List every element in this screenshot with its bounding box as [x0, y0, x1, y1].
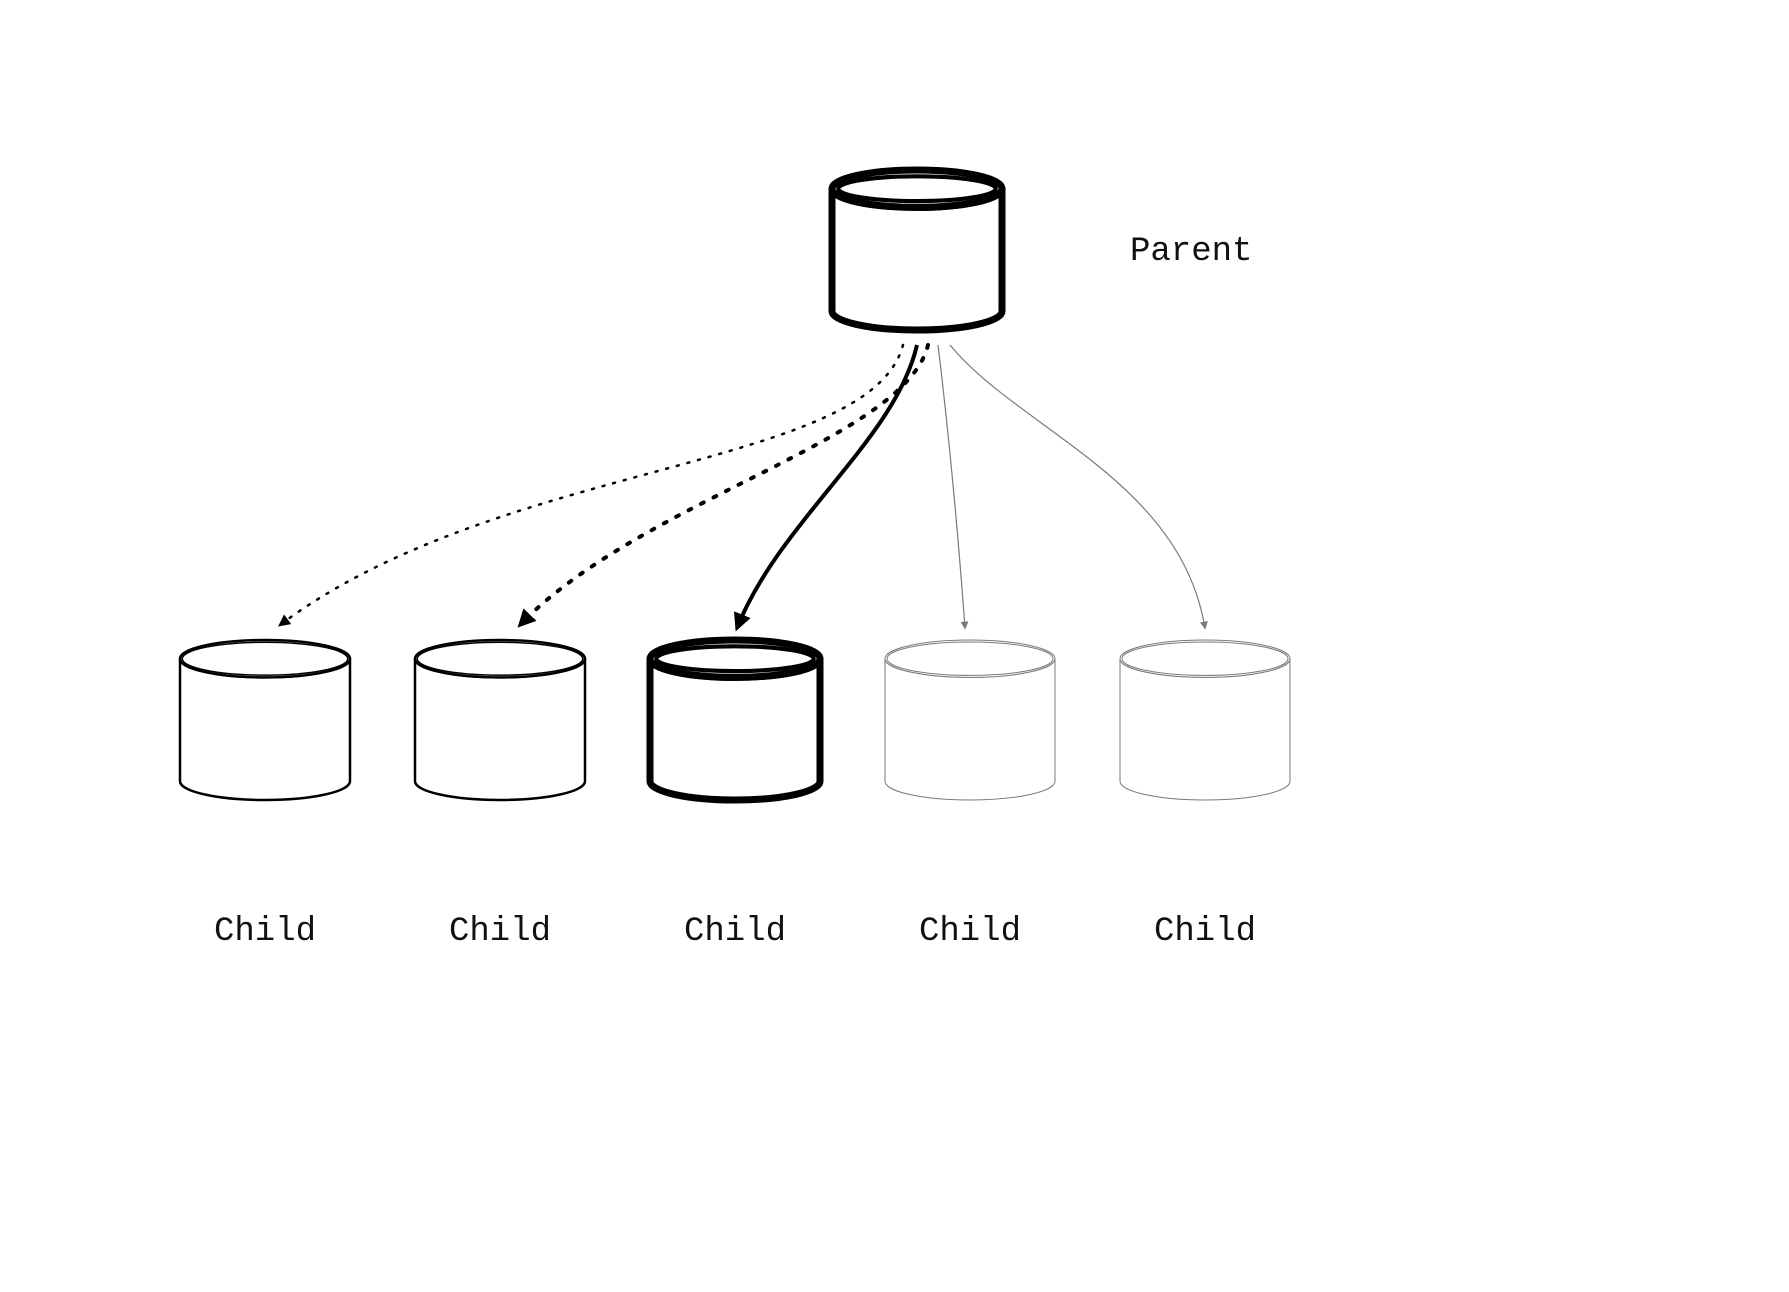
- edge-p-c3: [737, 345, 917, 628]
- parent-label: Parent: [1130, 233, 1252, 271]
- child-4-label: Child: [919, 913, 1021, 951]
- child-4-node: [885, 640, 1055, 800]
- edge-p-c1: [280, 345, 903, 625]
- edge-p-c2: [520, 345, 928, 625]
- parent-node: [832, 170, 1002, 330]
- child-3-label: Child: [684, 913, 786, 951]
- child-2-label: Child: [449, 913, 551, 951]
- edge-p-c4: [938, 345, 965, 628]
- child-3-node: [650, 640, 820, 800]
- child-5-label: Child: [1154, 913, 1256, 951]
- child-5-node: [1120, 640, 1290, 800]
- labels-layer: Parent Child Child Child Child Child: [214, 233, 1256, 951]
- edges-layer: [280, 345, 1205, 628]
- child-2-node: [415, 640, 585, 800]
- child-1-node: [180, 640, 350, 800]
- edge-p-c5: [950, 345, 1205, 628]
- parent-child-diagram: Parent Child Child Child Child Child: [0, 0, 1789, 1292]
- nodes-layer: [180, 170, 1290, 800]
- child-1-label: Child: [214, 913, 316, 951]
